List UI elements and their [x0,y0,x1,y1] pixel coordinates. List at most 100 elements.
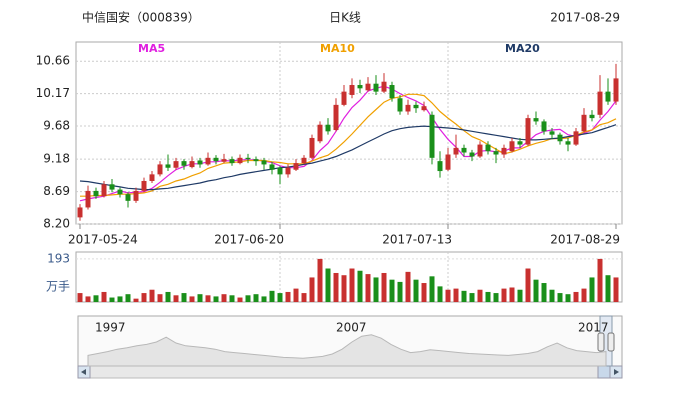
candle-body [565,141,571,145]
volume-bar [549,289,555,302]
volume-bar [381,272,387,302]
volume-bar [437,286,443,302]
candle-body [517,141,523,145]
candle-body [461,147,467,153]
scrollbar[interactable] [77,365,623,379]
candle-body [101,184,107,197]
volume-bar [77,293,83,302]
volume-bar [469,293,475,302]
volume-unit: 万手 [46,280,70,294]
volume-bar [365,274,371,302]
candle-body [85,190,91,208]
volume-bar [165,291,171,302]
volume-bar [461,290,467,302]
candle-body [293,163,299,170]
candle-body [413,104,419,109]
y-tick-label: 10.66 [36,54,70,68]
legend-label: MA20 [505,42,540,55]
navigator-label: 2007 [336,321,367,335]
volume-bar [605,275,611,302]
volume-bar [429,276,435,302]
volume-bar [285,291,291,302]
date-label: 2017-08-29 [550,11,620,25]
volume-bar [157,294,163,302]
candle-body [149,174,155,181]
volume-bar [389,279,395,302]
candle-body [285,167,291,175]
volume-bar [205,295,211,302]
volume-bar [293,288,299,302]
volume-bar [501,288,507,302]
volume-bar [149,289,155,302]
candle-body [173,161,179,168]
candle-body [597,91,603,115]
volume-bar [133,298,139,302]
volume-bar [525,268,531,302]
candle-body [581,114,587,132]
candle-body [573,131,579,145]
handle-right[interactable] [607,332,615,352]
volume-bar [181,293,187,302]
y-tick-label: 9.18 [43,152,70,166]
y-tick-label: 8.20 [43,217,70,231]
volume-bar [453,288,459,302]
candle-body [325,124,331,132]
navigator-area [87,334,607,367]
volume-bar [253,294,259,302]
volume-bar [533,279,539,302]
volume-tick-label: 193 [47,251,70,265]
volume-bar [397,281,403,302]
volume-bar [341,275,347,302]
chart-title: 中信国安（000839） [82,10,200,25]
candle-body [541,121,547,132]
candle-body [357,85,363,89]
volume-bar [229,295,235,302]
volume-bar [349,268,355,302]
candle-body [213,157,219,162]
volume-frame [75,251,623,303]
candle-body [557,134,563,142]
candle-body [109,184,115,190]
y-tick-label: 8.69 [43,184,70,198]
candle-body [405,104,411,112]
handle-left[interactable] [597,332,605,352]
candle-body [365,83,371,91]
candle-body [453,147,459,155]
volume-bar [317,258,323,302]
volume-bar [325,268,331,302]
scroll-thumb[interactable] [597,365,611,379]
candle-body [477,144,483,157]
candle-body [469,152,475,157]
volume-bar [541,283,547,302]
volume-bar [141,293,147,302]
volume-bar [373,277,379,302]
volume-bar [565,294,571,302]
candle-body [485,144,491,152]
volume-bar [557,293,563,302]
candle-body [165,164,171,168]
volume-bar [357,270,363,302]
volume-bar [333,272,339,302]
candle-body [157,164,163,175]
volume-bar [405,271,411,302]
volume-bar [485,291,491,302]
candle-body [229,159,235,164]
candle-body [197,160,203,165]
volume-bar [573,291,579,302]
candle-body [125,194,131,201]
x-tick-label: 2017-05-24 [68,233,138,247]
chart-subtitle: 日K线 [329,11,361,25]
volume-bar [581,288,587,302]
candle-body [333,104,339,131]
y-tick-label: 9.68 [43,119,70,133]
candle-body [181,161,187,166]
candle-body [389,85,395,99]
volume-bar [421,283,427,302]
candle-body [93,190,99,197]
candle-body [117,189,123,195]
candle-body [509,141,515,152]
candle-body [613,78,619,102]
volume-bar [125,294,131,302]
candle-body [437,161,443,172]
volume-bar [189,296,195,302]
